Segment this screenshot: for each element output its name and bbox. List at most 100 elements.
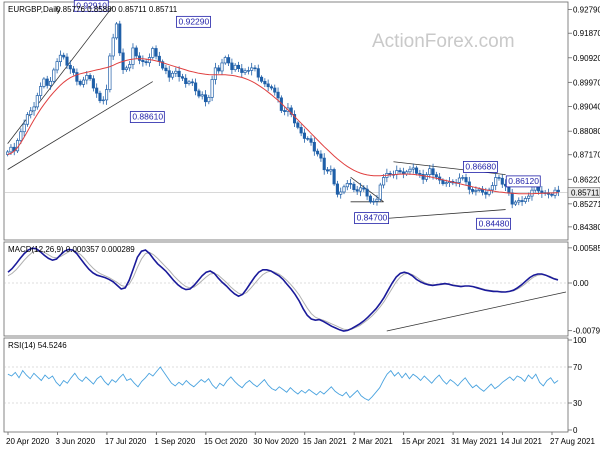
channel-upper-line xyxy=(7,5,114,144)
candle xyxy=(19,128,23,144)
candle xyxy=(230,58,234,75)
candle xyxy=(170,70,175,80)
candle xyxy=(421,169,425,184)
price-labels: 0.92910 0.92290 0.88610 0.84700 0.86680 0.861… xyxy=(73,0,541,230)
candle xyxy=(302,128,306,143)
candle xyxy=(523,196,527,204)
macd-line xyxy=(7,247,559,332)
candle xyxy=(306,136,310,141)
candle xyxy=(124,65,128,72)
candle xyxy=(520,196,524,206)
candle xyxy=(342,184,346,195)
candles xyxy=(6,20,560,209)
price-tick-label: 0.84380 xyxy=(573,223,600,232)
candle xyxy=(431,163,435,180)
x-tick-label: 2 Mar 2021 xyxy=(352,437,393,446)
candle xyxy=(513,200,518,206)
candle xyxy=(530,185,534,201)
candle xyxy=(210,75,214,102)
price-label: 0.86120 xyxy=(505,175,541,188)
macd-title: MACD(12,26,9) 0.000357 0.000289 xyxy=(8,245,135,254)
price-tick-label: 0.89040 xyxy=(573,102,600,111)
candle xyxy=(78,79,82,87)
candle xyxy=(378,182,382,202)
candle xyxy=(200,91,204,100)
candle xyxy=(167,66,171,82)
x-tick-label: 20 Apr 2020 xyxy=(6,437,50,446)
triangle-lower-line xyxy=(383,209,506,220)
candle xyxy=(408,166,412,175)
candle xyxy=(35,92,39,110)
price-tick-label: 0.85271 xyxy=(573,200,600,209)
candle xyxy=(177,66,181,82)
price-tick-label: 0.91870 xyxy=(573,29,600,38)
candle xyxy=(250,62,254,76)
candle xyxy=(246,66,250,75)
rsi-panel-frame xyxy=(3,337,569,433)
candle xyxy=(85,71,89,85)
candle xyxy=(457,173,461,188)
candle xyxy=(428,164,432,179)
candle xyxy=(174,67,178,78)
moving-average-line xyxy=(7,58,559,195)
candle xyxy=(65,53,69,70)
candle xyxy=(42,77,46,89)
svg-text:0.84480: 0.84480 xyxy=(479,218,510,228)
price-label: 0.86680 xyxy=(462,161,498,173)
channel-lower-line xyxy=(7,81,153,170)
candle xyxy=(101,96,105,105)
rsi-line xyxy=(7,366,559,401)
chart-header-symbol: EURGBP,Daily xyxy=(8,5,61,14)
price-label: 0.88610 xyxy=(129,111,165,123)
candle xyxy=(48,76,53,90)
candle xyxy=(75,68,79,86)
candle xyxy=(52,67,56,84)
candle xyxy=(108,53,112,93)
candle xyxy=(415,165,419,176)
candle xyxy=(144,58,148,66)
candle xyxy=(464,173,468,186)
candle xyxy=(184,74,188,88)
candle xyxy=(362,185,366,192)
candle xyxy=(240,63,244,78)
candle xyxy=(197,88,201,99)
candle xyxy=(45,75,49,89)
price-label: 0.92290 xyxy=(176,15,211,28)
candle xyxy=(500,174,504,188)
candle xyxy=(352,181,356,193)
candle xyxy=(72,66,76,76)
candle xyxy=(39,82,43,100)
candle xyxy=(345,180,349,191)
candle xyxy=(227,54,231,67)
candle xyxy=(322,153,326,175)
candle xyxy=(58,50,62,67)
candle xyxy=(358,182,363,197)
x-tick-label: 30 Nov 2020 xyxy=(253,437,299,446)
chart-header-ohlc: 0.85776 0.85880 0.85711 0.85711 xyxy=(56,5,178,14)
macd-panel-frame xyxy=(3,241,569,337)
candle xyxy=(138,52,142,65)
rsi-title: RSI(14) 54.5246 xyxy=(8,341,67,350)
rsi-tick-label: 0 xyxy=(573,426,578,435)
candle xyxy=(401,167,405,179)
candle xyxy=(91,75,95,92)
macd-tick-label: 0.005858 xyxy=(573,244,600,253)
candle xyxy=(180,73,184,82)
candle xyxy=(289,105,293,118)
x-tick-label: 27 Aug 2021 xyxy=(550,437,595,446)
rsi-tick-label: 30 xyxy=(573,399,582,408)
candle xyxy=(22,119,26,137)
candle xyxy=(105,84,109,105)
candle xyxy=(424,172,428,182)
candle xyxy=(325,166,330,174)
svg-text:0.84700: 0.84700 xyxy=(357,213,388,223)
price-tick-label: 0.92790 xyxy=(573,5,600,14)
x-tick-label: 17 Jul 2020 xyxy=(105,437,147,446)
candle xyxy=(556,185,560,197)
macd-trendline xyxy=(386,291,567,332)
rsi-tick-label: 100 xyxy=(573,336,587,345)
candle xyxy=(283,106,287,116)
candle xyxy=(540,185,544,198)
candle xyxy=(203,90,208,107)
